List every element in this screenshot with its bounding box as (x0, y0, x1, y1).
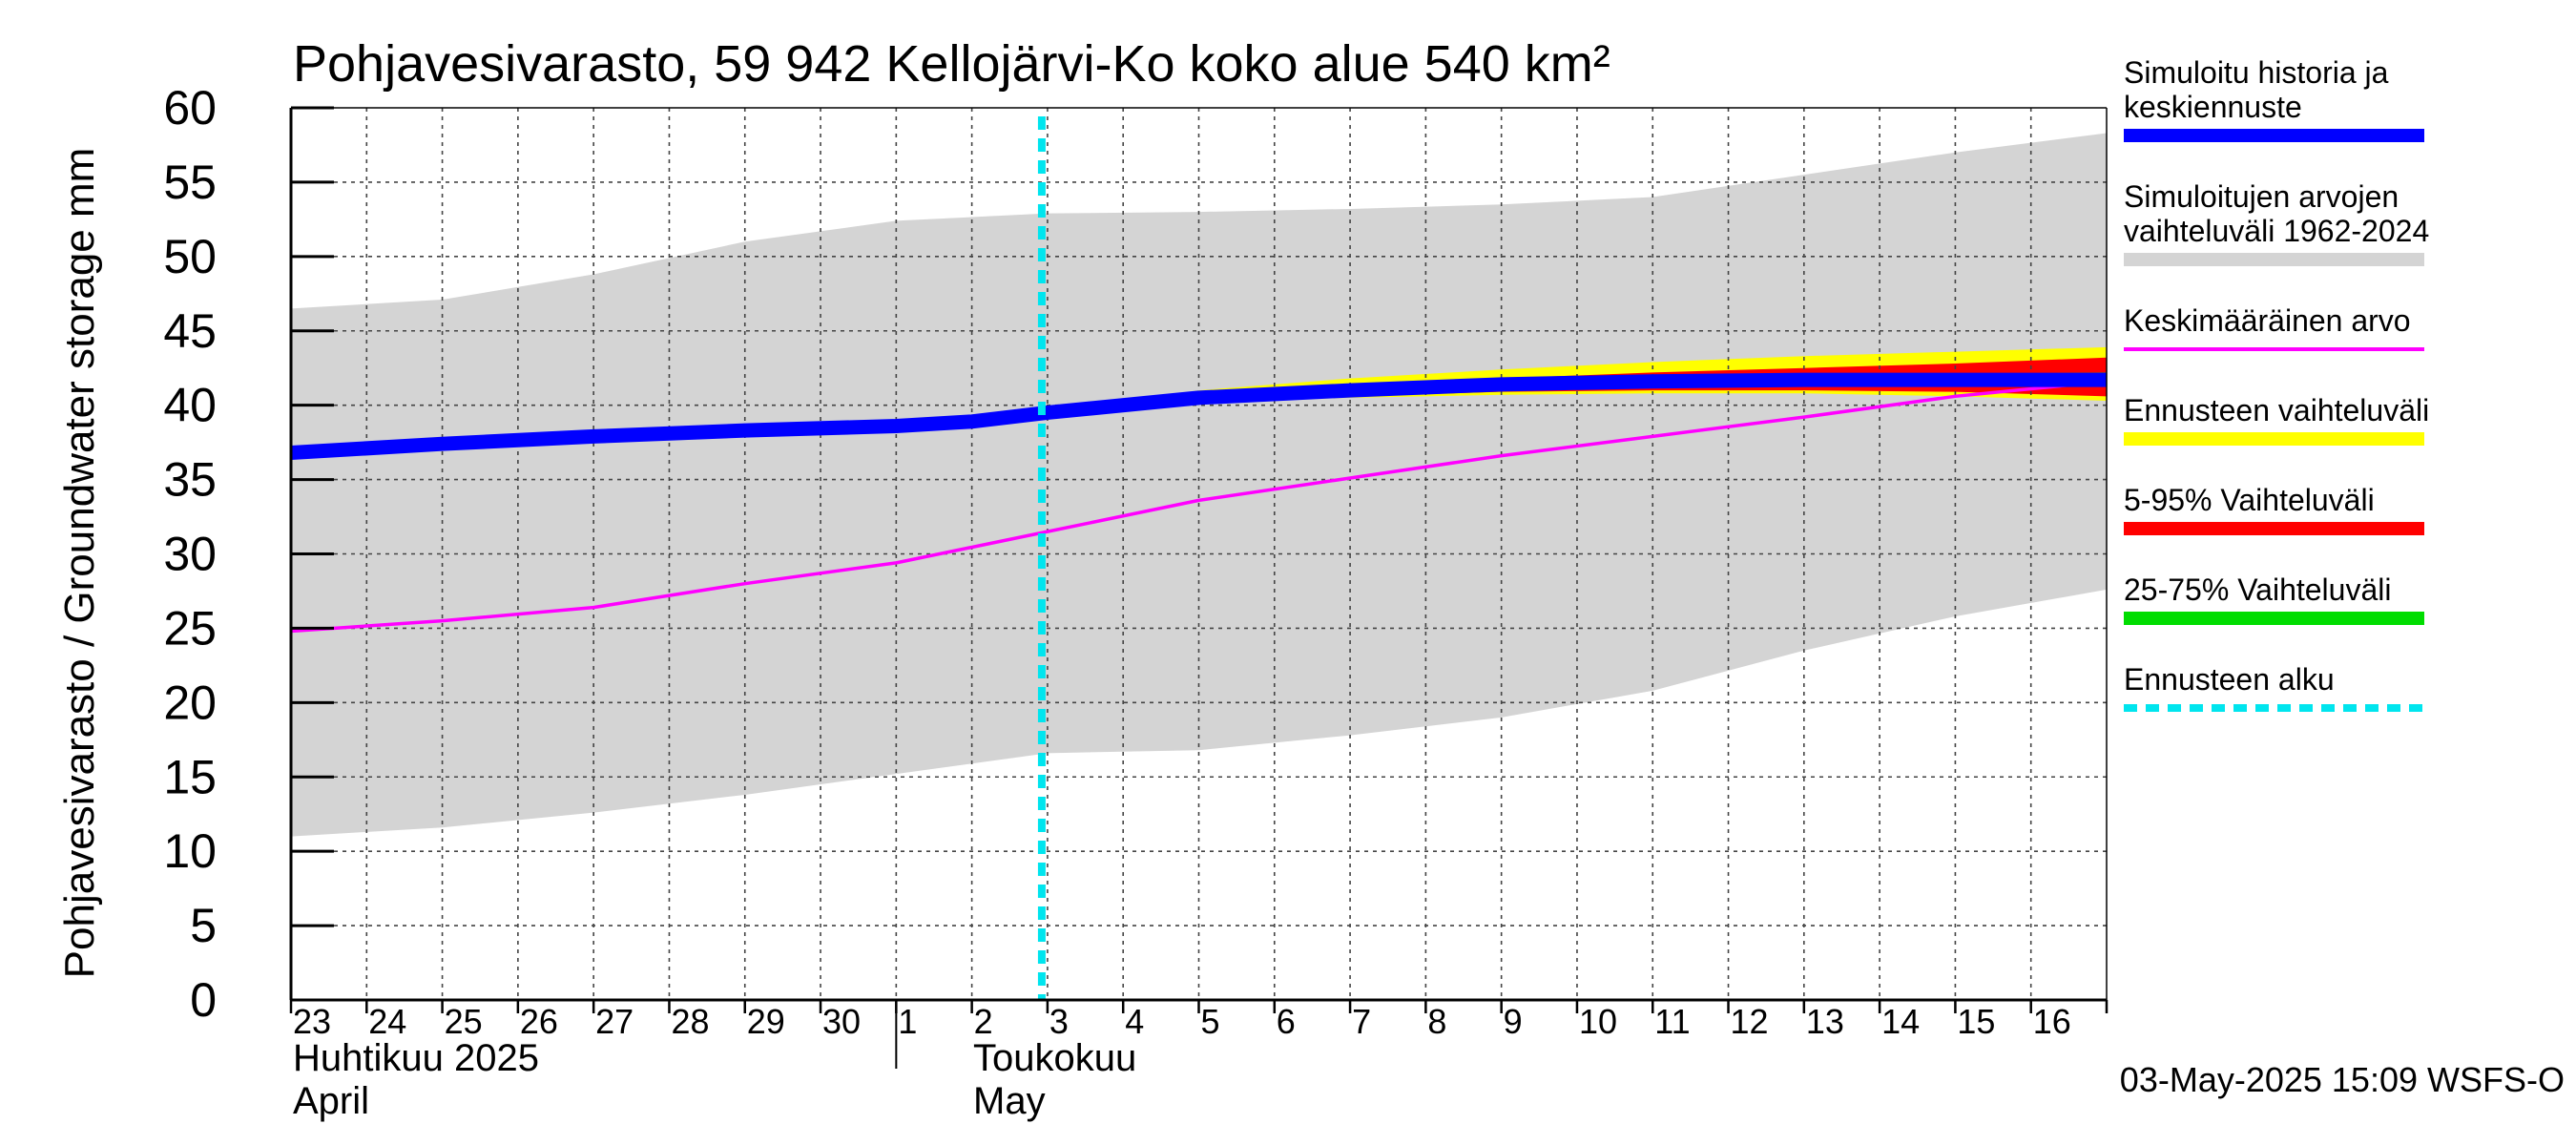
y-tick-label: 15 (163, 750, 217, 803)
x-tick-label: 3 (1049, 1002, 1069, 1041)
x-tick-label: 26 (520, 1002, 558, 1041)
x-tick-label: 8 (1427, 1002, 1446, 1041)
x-axis-ticks: 23 24 25 26 27 28 29 30 1 2 3 4 5 6 7 8 9 10 11 12 13 14 15 16 (289, 1000, 2109, 1069)
legend-label-4: 5-95% Vaihteluväli (2124, 483, 2375, 517)
x-tick-label: 28 (671, 1002, 709, 1041)
y-tick-label: 50 (163, 230, 217, 283)
grid-lines (291, 108, 2107, 1000)
data-lines (290, 372, 2108, 634)
y-tick-label: 55 (163, 156, 217, 209)
x-tick-label: 1 (898, 1002, 917, 1041)
legend-label-line: Simuloitu historia ja (2124, 55, 2389, 90)
x-tick-label: 12 (1731, 1002, 1769, 1041)
x-tick-label: 23 (293, 1002, 331, 1041)
month-label-april-fi: Huhtikuu 2025 (293, 1037, 539, 1079)
legend-label-6: Ennusteen alku (2124, 662, 2335, 697)
legend-label-line: keskiennuste (2124, 90, 2302, 124)
legend: Simuloitu historia ja keskiennusteSimuloi… (2124, 55, 2429, 712)
chart-title: Pohjavesivarasto, 59 942 Kellojärvi-Ko k… (293, 35, 1610, 93)
month-labels: Huhtikuu 2025 April Toukokuu May (293, 1037, 1136, 1122)
x-tick-label: 10 (1579, 1002, 1617, 1041)
x-tick-label: 25 (445, 1002, 483, 1041)
month-label-may-fi: Toukokuu (973, 1037, 1136, 1079)
legend-label-line: Ennusteen vaihteluväli (2124, 393, 2429, 427)
y-tick-label: 10 (163, 824, 217, 878)
series-line-0 (290, 379, 2108, 634)
y-tick-label: 0 (190, 973, 217, 1027)
x-tick-label: 16 (2033, 1002, 2071, 1041)
y-axis-title: Pohjavesivarasto / Groundwater storage m… (56, 148, 103, 979)
x-tick-label: 2 (974, 1002, 993, 1041)
month-label-april-en: April (293, 1080, 369, 1122)
y-tick-label: 60 (163, 81, 217, 135)
x-tick-label: 13 (1806, 1002, 1844, 1041)
x-tick-label: 6 (1277, 1002, 1296, 1041)
legend-label-3: Ennusteen vaihteluväli (2124, 393, 2429, 427)
x-tick-label: 4 (1125, 1002, 1144, 1041)
y-tick-label: 20 (163, 676, 217, 729)
footer-timestamp: 03-May-2025 15:09 WSFS-O (2120, 1060, 2565, 1099)
month-label-may-en: May (973, 1080, 1046, 1122)
x-tick-label: 30 (822, 1002, 861, 1041)
x-tick-label: 29 (747, 1002, 785, 1041)
legend-label-line: 25-75% Vaihteluväli (2124, 572, 2391, 607)
legend-label-line: Simuloitujen arvojen (2124, 179, 2399, 214)
legend-label-1: Simuloitujen arvojen vaihteluväli 1962-20… (2124, 179, 2429, 248)
x-tick-label: 11 (1654, 1002, 1690, 1041)
y-axis-ticks: 0 5 10 15 20 25 30 35 40 45 50 55 60 (163, 81, 334, 1027)
x-tick-label: 5 (1201, 1002, 1220, 1041)
y-tick-label: 5 (190, 899, 217, 952)
series-line-1 (290, 372, 2107, 461)
legend-label-2: Keskimääräinen arvo (2124, 303, 2411, 338)
legend-label-line: vaihteluväli 1962-2024 (2124, 214, 2429, 248)
legend-label-line: 5-95% Vaihteluväli (2124, 483, 2375, 517)
legend-label-5: 25-75% Vaihteluväli (2124, 572, 2391, 607)
y-tick-label: 25 (163, 601, 217, 655)
legend-label-0: Simuloitu historia ja keskiennuste (2124, 55, 2389, 124)
y-tick-label: 30 (163, 528, 217, 581)
y-tick-label: 40 (163, 379, 217, 432)
x-tick-label: 9 (1504, 1002, 1523, 1041)
x-tick-label: 14 (1881, 1002, 1920, 1041)
x-tick-label: 7 (1352, 1002, 1371, 1041)
x-tick-label: 27 (595, 1002, 634, 1041)
x-tick-label: 24 (368, 1002, 406, 1041)
y-tick-label: 45 (163, 304, 217, 358)
legend-label-line: Keskimääräinen arvo (2124, 303, 2411, 338)
x-tick-label: 15 (1957, 1002, 1995, 1041)
y-tick-label: 35 (163, 453, 217, 507)
legend-label-line: Ennusteen alku (2124, 662, 2335, 697)
